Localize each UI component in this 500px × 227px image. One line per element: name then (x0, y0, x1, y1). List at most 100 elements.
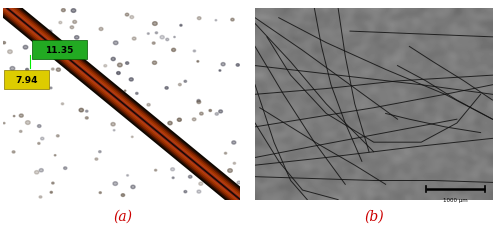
Circle shape (209, 110, 212, 112)
Polygon shape (0, 0, 262, 217)
Circle shape (228, 169, 232, 173)
Circle shape (38, 125, 41, 128)
Circle shape (54, 155, 56, 156)
Circle shape (99, 192, 102, 194)
Circle shape (39, 169, 44, 172)
Circle shape (39, 196, 42, 198)
Circle shape (23, 46, 28, 50)
Circle shape (90, 87, 94, 90)
Circle shape (38, 143, 40, 145)
Circle shape (73, 21, 76, 24)
Circle shape (197, 101, 200, 104)
Circle shape (86, 111, 88, 113)
Circle shape (20, 131, 22, 133)
Circle shape (3, 123, 5, 124)
Circle shape (71, 10, 76, 13)
Circle shape (233, 163, 235, 165)
Circle shape (56, 135, 59, 137)
Circle shape (193, 51, 196, 53)
Circle shape (126, 62, 129, 65)
Circle shape (121, 194, 124, 197)
Circle shape (70, 71, 74, 74)
Circle shape (166, 39, 169, 42)
Circle shape (232, 141, 236, 144)
Circle shape (199, 182, 203, 185)
Circle shape (221, 63, 225, 67)
Circle shape (170, 168, 174, 171)
Polygon shape (0, 0, 258, 214)
Circle shape (90, 81, 94, 85)
FancyBboxPatch shape (32, 41, 87, 60)
Polygon shape (0, 0, 260, 216)
Circle shape (154, 170, 156, 171)
Circle shape (132, 120, 135, 122)
Circle shape (8, 51, 12, 54)
Circle shape (64, 167, 67, 170)
Circle shape (124, 91, 126, 92)
Circle shape (12, 151, 15, 153)
Circle shape (32, 24, 35, 26)
Circle shape (178, 84, 182, 86)
Circle shape (114, 42, 118, 45)
Circle shape (215, 20, 216, 22)
Circle shape (152, 62, 156, 65)
Circle shape (152, 43, 155, 45)
Circle shape (197, 100, 200, 103)
Circle shape (111, 58, 116, 61)
Circle shape (219, 70, 221, 72)
Circle shape (224, 153, 226, 154)
Circle shape (34, 171, 39, 174)
Circle shape (50, 88, 52, 89)
Circle shape (172, 49, 175, 52)
Circle shape (74, 37, 79, 40)
Circle shape (237, 181, 240, 184)
Circle shape (190, 156, 194, 159)
Circle shape (130, 79, 133, 82)
Circle shape (62, 103, 64, 105)
Circle shape (98, 151, 101, 153)
Circle shape (188, 175, 192, 178)
Circle shape (59, 22, 62, 25)
Circle shape (197, 190, 201, 193)
Circle shape (79, 109, 84, 112)
Circle shape (178, 119, 182, 122)
Circle shape (52, 69, 54, 71)
Polygon shape (0, 0, 258, 214)
Text: (b): (b) (364, 209, 384, 222)
Circle shape (184, 191, 187, 193)
Circle shape (50, 192, 52, 193)
Circle shape (99, 28, 103, 31)
Circle shape (62, 10, 66, 13)
Circle shape (148, 34, 150, 35)
Circle shape (26, 69, 29, 71)
Circle shape (10, 67, 15, 71)
Text: (a): (a) (113, 209, 132, 222)
Circle shape (231, 19, 234, 22)
Text: 7.94: 7.94 (15, 76, 38, 85)
Circle shape (26, 22, 28, 24)
Polygon shape (0, 0, 258, 215)
Text: 11.35: 11.35 (46, 46, 74, 54)
Circle shape (20, 15, 22, 17)
Circle shape (126, 14, 129, 17)
Polygon shape (0, 0, 264, 220)
Circle shape (40, 138, 44, 140)
Circle shape (48, 31, 52, 34)
Circle shape (222, 184, 224, 186)
Circle shape (136, 93, 138, 95)
Circle shape (156, 33, 158, 35)
Circle shape (168, 122, 172, 125)
Circle shape (198, 18, 201, 20)
Circle shape (114, 130, 115, 131)
Circle shape (160, 36, 164, 40)
Circle shape (165, 87, 168, 90)
FancyBboxPatch shape (4, 71, 49, 89)
Circle shape (126, 175, 128, 176)
Circle shape (215, 113, 218, 116)
Circle shape (95, 158, 98, 160)
Polygon shape (0, 0, 264, 218)
Circle shape (23, 73, 26, 76)
Circle shape (2, 42, 6, 45)
Circle shape (132, 38, 136, 41)
Circle shape (197, 61, 199, 63)
